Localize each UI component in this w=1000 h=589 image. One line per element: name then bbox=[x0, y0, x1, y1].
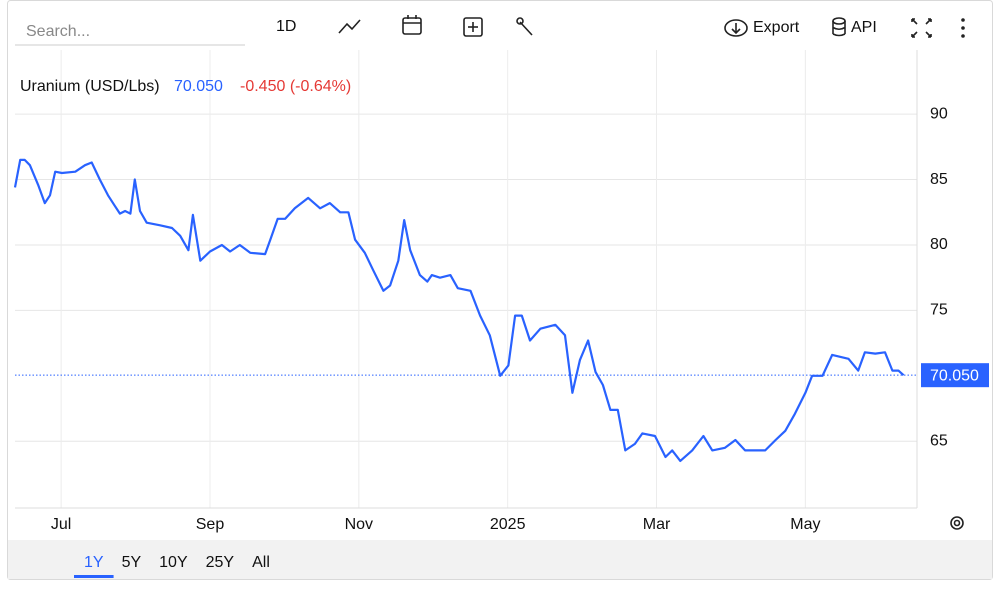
y-tick-label: 65 bbox=[930, 432, 948, 449]
export-button[interactable]: Export bbox=[753, 19, 800, 36]
export-icon[interactable] bbox=[724, 19, 748, 37]
x-tick-label: Mar bbox=[643, 516, 671, 533]
settings-icon[interactable] bbox=[950, 516, 964, 530]
legend-series-name: Uranium (USD/Lbs) bbox=[20, 78, 160, 95]
search-box[interactable]: Search... bbox=[26, 23, 90, 40]
current-price-label: 70.050 bbox=[930, 367, 979, 384]
frame bbox=[7, 0, 993, 580]
tools-icon[interactable] bbox=[516, 17, 533, 36]
x-tick-label: Nov bbox=[345, 516, 373, 533]
plot-area bbox=[13, 50, 918, 509]
legend-price: 70.050 bbox=[174, 78, 223, 95]
range-button[interactable]: All bbox=[252, 554, 270, 571]
chart-type-icon[interactable] bbox=[338, 19, 361, 34]
y-tick-label: 85 bbox=[930, 171, 948, 188]
api-button[interactable]: API bbox=[851, 19, 877, 36]
interval-button[interactable]: 1D bbox=[276, 18, 296, 35]
calendar-icon[interactable] bbox=[402, 15, 422, 35]
fullscreen-icon[interactable] bbox=[911, 18, 932, 38]
x-tick-label: Jul bbox=[51, 516, 71, 533]
api-icon[interactable] bbox=[832, 17, 846, 37]
x-tick-label: 2025 bbox=[490, 516, 526, 533]
range-button[interactable]: 5Y bbox=[122, 554, 142, 571]
x-tick-label: May bbox=[790, 516, 820, 533]
y-tick-label: 90 bbox=[930, 105, 948, 122]
add-indicator-icon[interactable] bbox=[463, 17, 483, 37]
current-price-badge bbox=[921, 363, 989, 388]
range-button[interactable]: 1Y bbox=[84, 554, 104, 571]
x-tick-label: Sep bbox=[196, 516, 225, 533]
range-button[interactable]: 10Y bbox=[159, 554, 188, 571]
menu-icon[interactable] bbox=[961, 18, 965, 38]
range-button[interactable]: 25Y bbox=[206, 554, 235, 571]
legend-change: -0.450 (-0.64%) bbox=[240, 78, 351, 95]
price-line bbox=[13, 158, 905, 462]
y-tick-label: 75 bbox=[930, 302, 948, 319]
range-bar bbox=[8, 540, 992, 579]
y-tick-label: 80 bbox=[930, 236, 948, 253]
range-underline bbox=[74, 575, 114, 578]
